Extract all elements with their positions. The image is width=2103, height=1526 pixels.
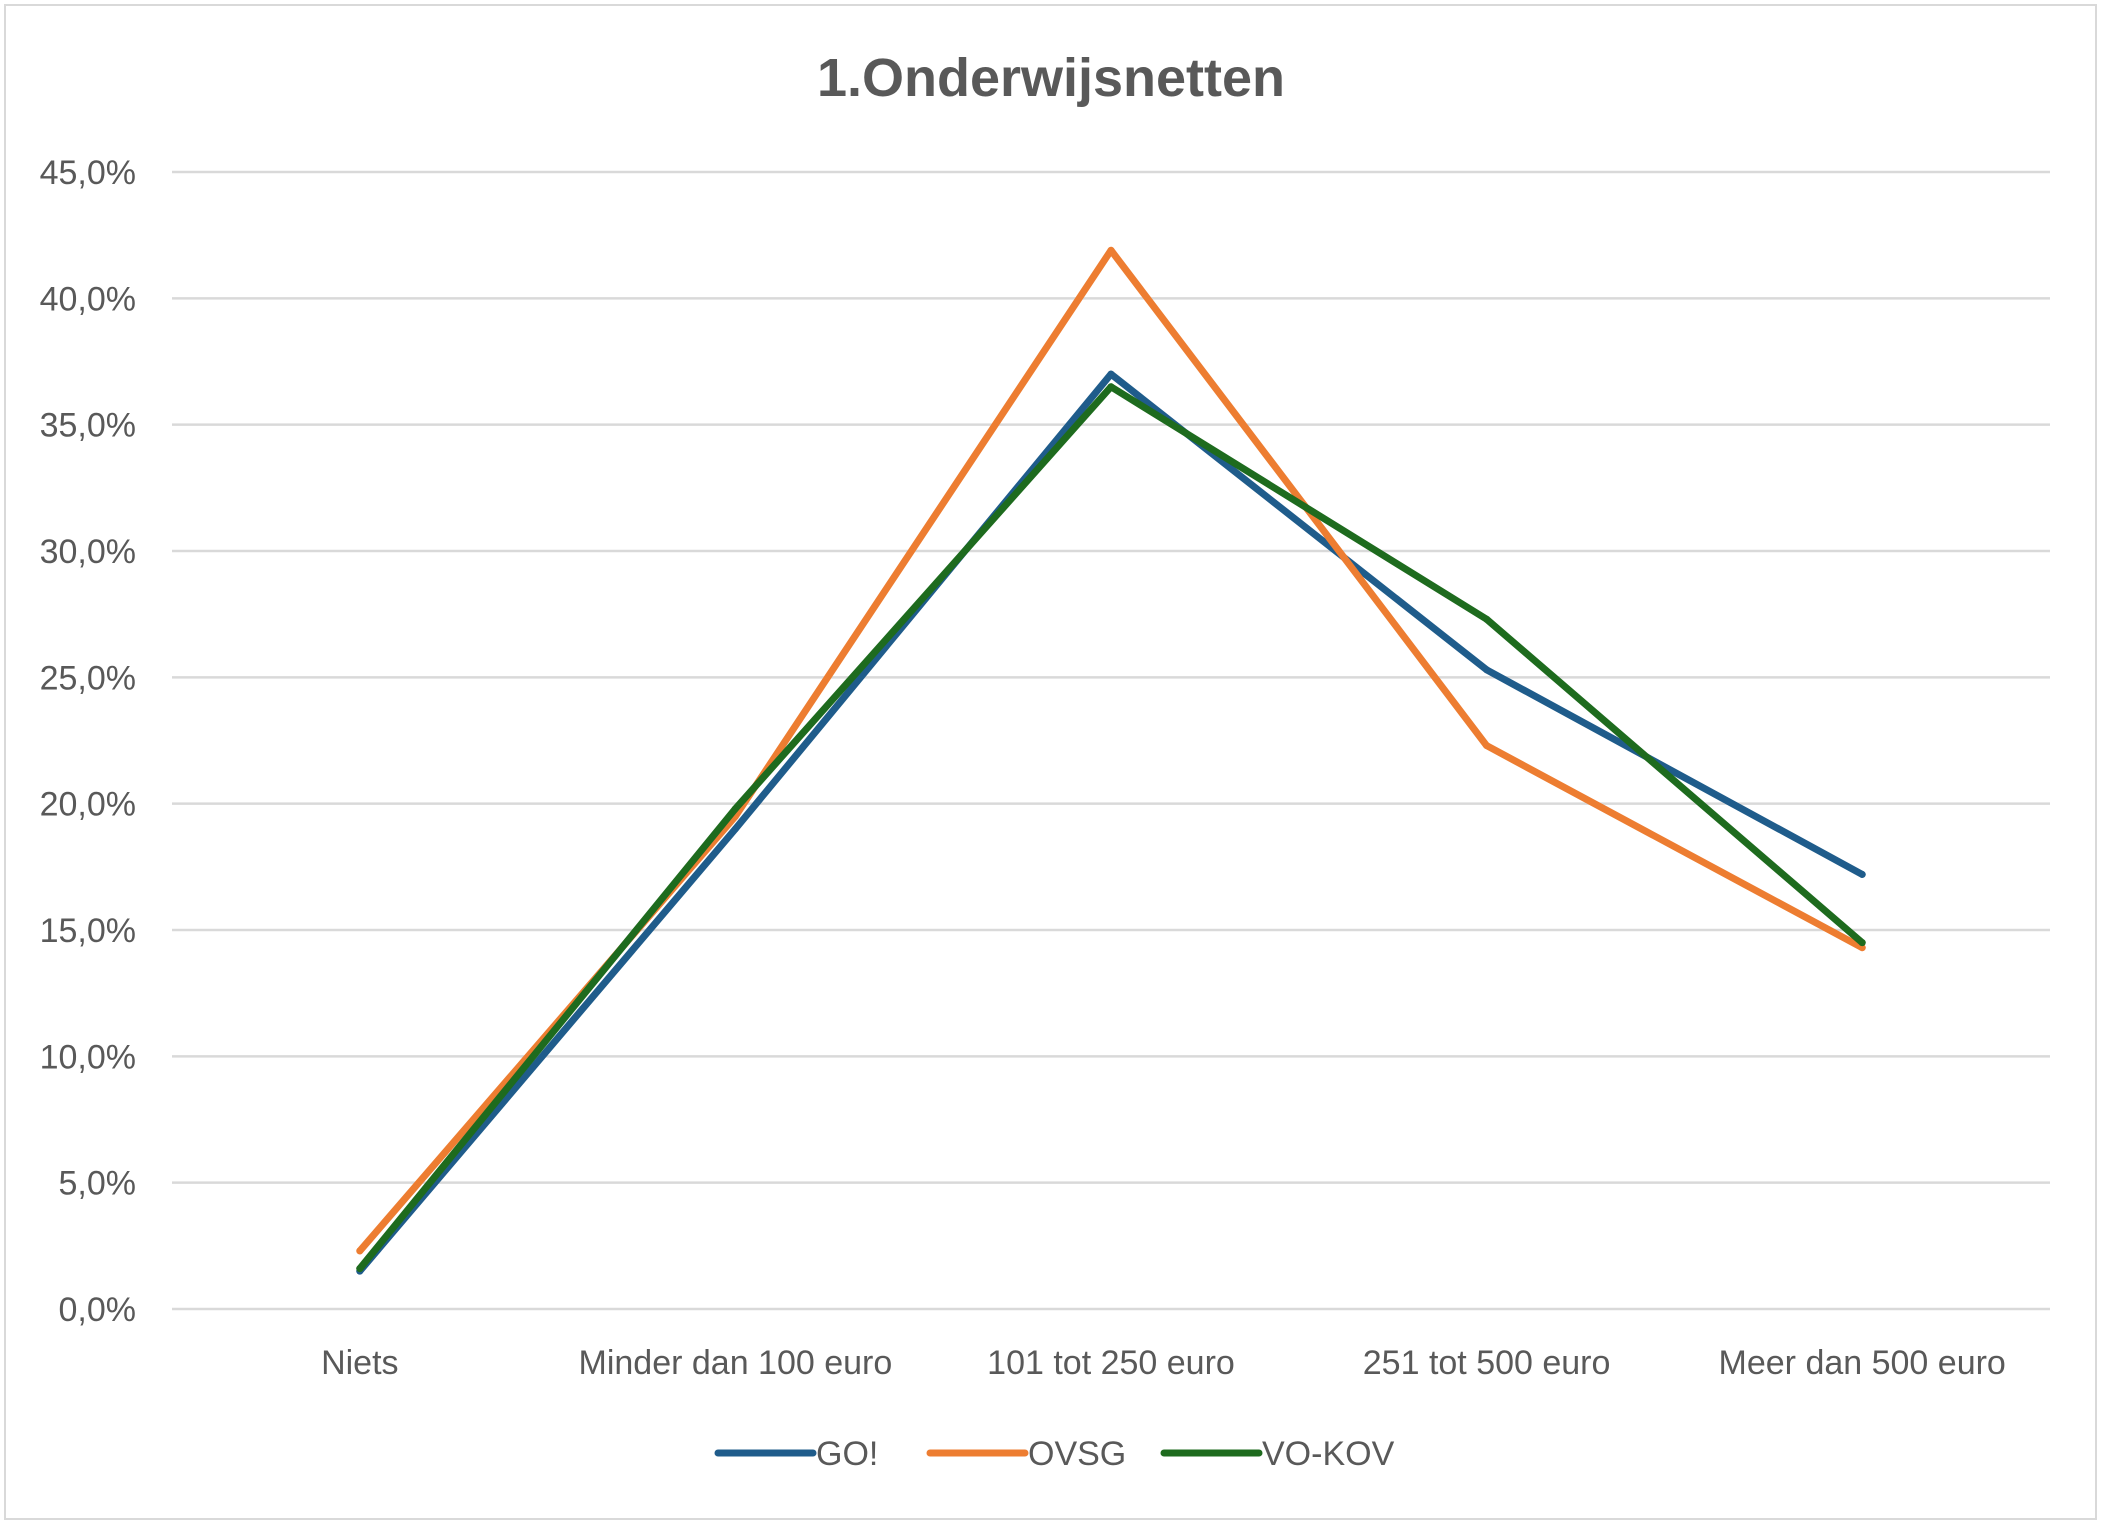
legend: GO! OVSG VO-KOV <box>714 1435 1395 1473</box>
data-point <box>1107 370 1115 378</box>
data-point <box>1483 666 1491 674</box>
y-tick-label: 35,0% <box>40 407 136 445</box>
y-tick-label: 40,0% <box>40 280 136 318</box>
data-point <box>1483 615 1491 623</box>
data-point <box>356 1247 364 1255</box>
data-point <box>1483 742 1491 750</box>
data-point <box>1858 944 1866 952</box>
y-tick-label: 5,0% <box>59 1165 137 1203</box>
gridlines <box>172 170 2050 1311</box>
y-tick-label: 15,0% <box>40 912 136 950</box>
y-tick-label: 30,0% <box>40 533 136 571</box>
x-tick-label: Minder dan 100 euro <box>579 1344 893 1382</box>
data-point <box>731 825 739 833</box>
x-tick-label: 101 tot 250 euro <box>987 1344 1235 1382</box>
legend-label: VO-KOV <box>1262 1435 1395 1473</box>
x-tick-label: 251 tot 500 euro <box>1363 1344 1611 1382</box>
chart-frame <box>4 4 2097 1520</box>
legend-label: GO! <box>816 1435 878 1473</box>
data-point <box>1858 939 1866 947</box>
chart-title: 1.Onderwijsnetten <box>817 48 1285 108</box>
data-point <box>356 1265 364 1273</box>
y-axis-tick-labels: 0,0% 5,0% 10,0% 15,0% 20,0% 25,0% 30,0% 35,0% 40… <box>40 154 136 1329</box>
x-axis-tick-labels: Niets Minder dan 100 euro 101 tot 250 euro… <box>321 1344 2006 1382</box>
data-point <box>731 805 739 813</box>
series-lines <box>356 246 1866 1275</box>
data-point <box>1107 383 1115 391</box>
data-point <box>1107 246 1115 254</box>
x-tick-label: Niets <box>321 1344 398 1382</box>
y-tick-label: 45,0% <box>40 154 136 192</box>
x-tick-label: Meer dan 500 euro <box>1719 1344 2006 1382</box>
y-tick-label: 20,0% <box>40 786 136 824</box>
y-tick-label: 25,0% <box>40 659 136 697</box>
data-point <box>1858 870 1866 878</box>
y-tick-label: 10,0% <box>40 1038 136 1076</box>
legend-label: OVSG <box>1028 1435 1126 1473</box>
y-tick-label: 0,0% <box>59 1291 137 1329</box>
